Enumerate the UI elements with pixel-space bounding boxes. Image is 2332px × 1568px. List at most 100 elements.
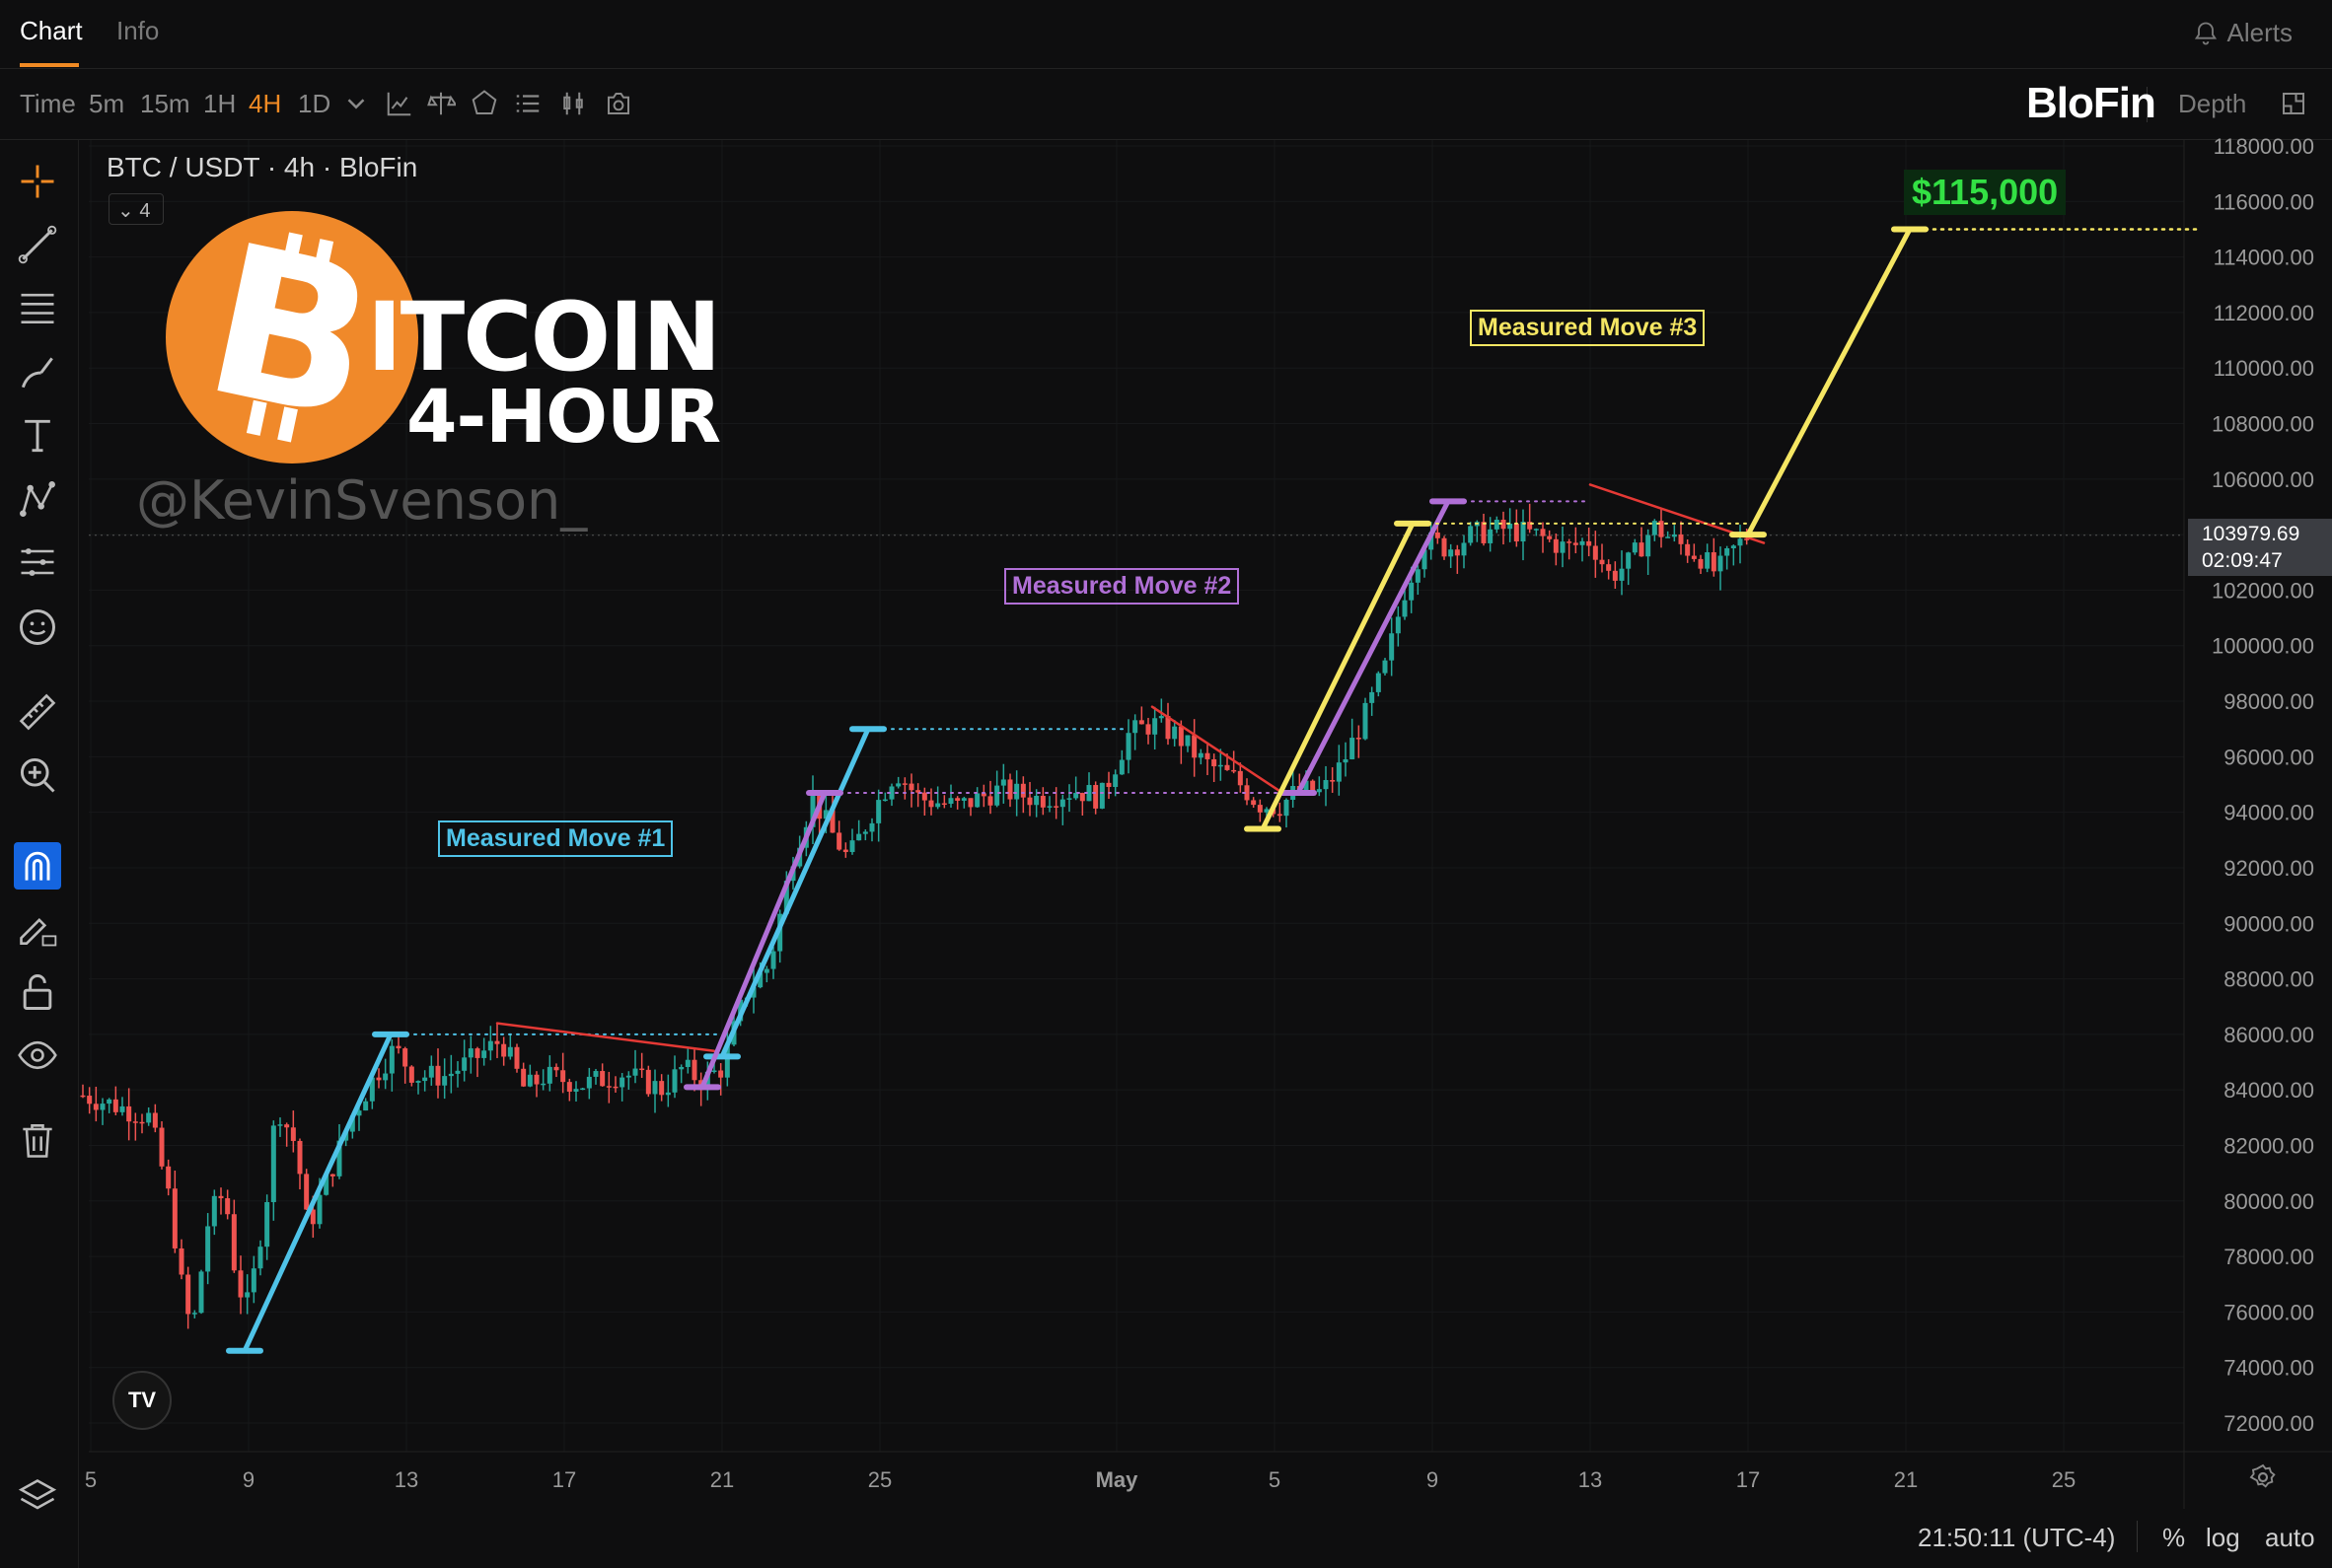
fib-tool[interactable] (14, 284, 61, 331)
timeframe-5m[interactable]: 5m (89, 89, 125, 118)
y-tick-label: 76000.00 (2223, 1300, 2314, 1324)
candle-down (139, 1121, 145, 1124)
candle-up (119, 1105, 125, 1112)
measured-move-2-leg-a (699, 790, 828, 1090)
settings-gear-icon[interactable] (2247, 1461, 2279, 1493)
candle-down (1145, 724, 1151, 735)
timeframe-15m[interactable]: 15m (140, 89, 190, 118)
candle-down (284, 1124, 290, 1128)
trendline-tool[interactable] (14, 221, 61, 268)
shapes-icon[interactable] (470, 89, 499, 118)
zoom-tool[interactable] (14, 751, 61, 799)
lock-drawings-tool[interactable] (14, 905, 61, 953)
candle-down (941, 803, 947, 806)
candle-down (1093, 785, 1099, 809)
camera-icon[interactable] (604, 89, 633, 118)
status-divider (2137, 1521, 2138, 1552)
candle-down (93, 1104, 99, 1110)
auto-toggle[interactable]: auto (2265, 1523, 2315, 1552)
timeframe-1d[interactable]: 1D (298, 89, 331, 118)
pattern-tool[interactable] (14, 475, 61, 523)
x-tick-label: May (1096, 1467, 1139, 1492)
tradingview-logo-icon[interactable]: TV (112, 1371, 172, 1430)
candle-up (1217, 764, 1223, 767)
timeframe-time[interactable]: Time (20, 89, 76, 118)
measured-move-1-leg-a (242, 1032, 394, 1354)
candle-down (1691, 555, 1697, 559)
timeframe-1h[interactable]: 1H (203, 89, 237, 118)
candle-up (389, 1045, 395, 1074)
candle-up (1119, 759, 1125, 775)
candle-up (994, 785, 1000, 806)
layers-tool[interactable] (14, 1473, 61, 1521)
delete-tool[interactable] (14, 1116, 61, 1164)
candle-up (1198, 752, 1203, 758)
candle-down (172, 1188, 178, 1248)
candle-up (751, 987, 757, 998)
alerts-button[interactable]: Alerts (2192, 18, 2293, 48)
candle-down (185, 1274, 191, 1315)
chart-toolbar: Time 5m 15m 1H 4H 1D (0, 69, 2332, 140)
candle-up (1059, 799, 1065, 808)
candle-type-icon[interactable] (558, 89, 588, 118)
candle-up (869, 822, 875, 832)
chevron-down-icon[interactable] (341, 89, 371, 118)
y-tick-label: 106000.00 (2212, 467, 2314, 492)
candle-up (896, 783, 902, 787)
candle-down (902, 783, 908, 785)
candle-down (1678, 534, 1684, 544)
measured-move-3-leg-b (1745, 226, 1913, 537)
candle-up (541, 1083, 547, 1086)
drawing-toolbar (0, 140, 79, 1568)
candle-up (1362, 702, 1368, 740)
candle-up (823, 810, 829, 820)
text-tool[interactable] (14, 412, 61, 460)
candle-up (257, 1247, 263, 1269)
timeframe-4h[interactable]: 4H (249, 89, 282, 118)
candle-up (1152, 718, 1158, 735)
candle-up (1047, 806, 1053, 808)
candle-down (297, 1140, 303, 1175)
log-toggle[interactable]: log (2206, 1523, 2240, 1552)
candle-down (501, 1043, 507, 1057)
alerts-label: Alerts (2226, 18, 2293, 47)
visibility-tool[interactable] (14, 1032, 61, 1079)
candle-down (600, 1071, 606, 1087)
expand-icon[interactable] (2279, 89, 2308, 118)
compare-scale-icon[interactable] (426, 89, 456, 118)
bitcoin-logo-icon: B (166, 209, 418, 465)
candle-down (376, 1077, 382, 1081)
candle-down (290, 1127, 296, 1141)
crosshair-tool[interactable] (14, 158, 61, 205)
unlock-tool[interactable] (14, 968, 61, 1016)
candle-up (586, 1076, 592, 1089)
candle-up (764, 968, 769, 973)
brush-tool[interactable] (14, 349, 61, 396)
candle-up (1323, 780, 1329, 790)
y-tick-label: 94000.00 (2223, 801, 2314, 825)
indicators-icon[interactable] (385, 89, 414, 118)
tab-info[interactable]: Info (116, 16, 160, 45)
candle-up (1099, 782, 1105, 809)
candle-down (1204, 752, 1210, 759)
ruler-tool[interactable] (14, 688, 61, 736)
candle-down (1567, 541, 1572, 543)
percent-toggle[interactable]: % (2162, 1523, 2186, 1552)
forecast-tool[interactable] (14, 538, 61, 586)
candle-down (408, 1066, 414, 1083)
emoji-tool[interactable] (14, 604, 61, 651)
candle-down (1685, 543, 1691, 556)
tab-chart[interactable]: Chart (20, 16, 83, 45)
list-icon[interactable] (513, 89, 543, 118)
candle-up (383, 1073, 389, 1081)
candle-up (487, 1040, 493, 1051)
candle-up (889, 786, 895, 800)
depth-button[interactable]: Depth (2178, 89, 2247, 118)
indicator-collapse[interactable]: ⌄ 4 (109, 193, 164, 225)
magnet-tool[interactable] (14, 842, 61, 890)
candle-up (349, 1115, 355, 1132)
measured-move-1-label: Measured Move #1 (438, 820, 674, 857)
candle-down (1441, 537, 1447, 557)
candle-down (1310, 780, 1316, 793)
